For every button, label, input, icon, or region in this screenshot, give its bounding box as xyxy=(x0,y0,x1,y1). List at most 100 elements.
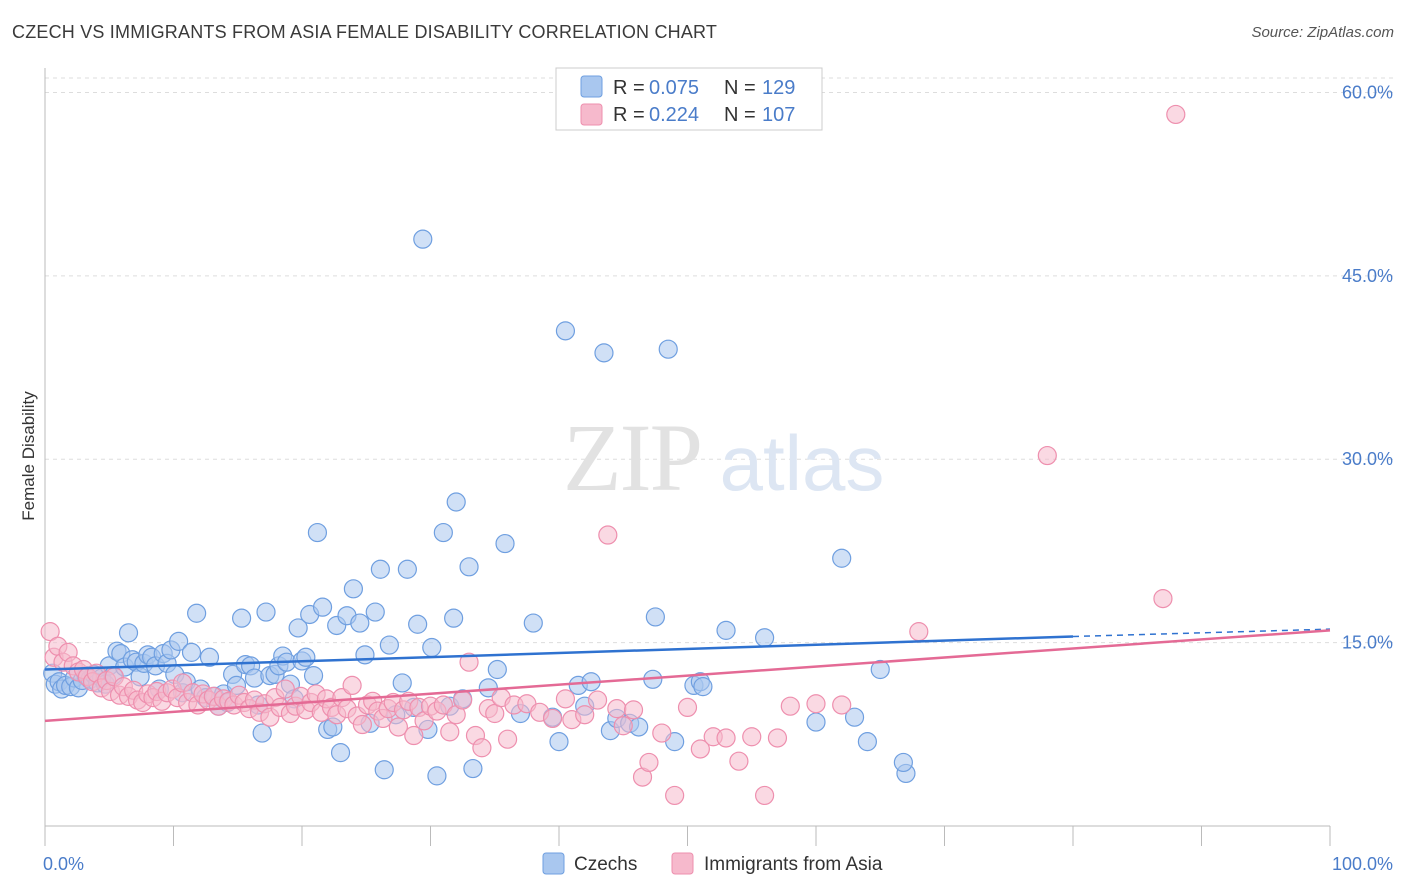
point-asia xyxy=(742,727,762,747)
point-czechs xyxy=(549,732,569,752)
point-asia xyxy=(729,751,749,771)
point-czechs xyxy=(312,597,333,617)
point-czechs xyxy=(422,637,442,658)
point-czechs xyxy=(446,492,466,512)
point-czechs xyxy=(350,613,370,633)
point-czechs xyxy=(594,343,614,363)
x-tick-label-min: 0.0% xyxy=(43,854,84,874)
legend-r-label-czechs: R = xyxy=(613,77,645,99)
point-czechs xyxy=(870,659,890,680)
point-czechs xyxy=(523,613,543,633)
point-czechs xyxy=(754,628,775,648)
point-czechs xyxy=(252,723,272,743)
point-asia xyxy=(498,729,518,749)
chart-title: CZECH VS IMMIGRANTS FROM ASIA FEMALE DIS… xyxy=(12,22,718,42)
point-czechs xyxy=(169,631,189,651)
legend-r-value-czechs: 0.075 xyxy=(649,77,699,99)
bottom-legend-czechs: Czechs xyxy=(574,854,637,875)
point-asia xyxy=(909,622,929,642)
legend-n-label-czechs: N = xyxy=(724,77,756,99)
point-czechs xyxy=(427,766,447,786)
point-asia xyxy=(472,738,492,758)
point-czechs xyxy=(187,603,207,623)
y-axis-label: Female Disability xyxy=(19,391,38,521)
y-tick-label: 45.0% xyxy=(1342,266,1393,286)
correlation-legend: R = 0.075 N = 129 R = 0.224 N = 107 xyxy=(555,67,823,131)
legend-swatch-asia xyxy=(580,103,603,126)
point-czechs xyxy=(857,732,878,752)
point-asia xyxy=(639,752,659,773)
point-czechs xyxy=(307,522,328,543)
point-asia xyxy=(623,700,644,720)
point-asia xyxy=(652,723,672,743)
point-asia xyxy=(754,785,775,806)
point-czechs xyxy=(555,321,576,341)
point-asia xyxy=(587,690,608,710)
watermark-atlas: atlas xyxy=(720,419,885,507)
point-asia xyxy=(440,722,460,742)
point-asia xyxy=(665,785,685,806)
trend-line-czechs-extension xyxy=(1072,628,1331,638)
point-asia xyxy=(1037,445,1057,466)
point-czechs xyxy=(433,522,453,543)
point-asia xyxy=(275,679,295,699)
point-czechs xyxy=(118,623,139,643)
point-czechs xyxy=(397,559,417,579)
y-tick-label: 15.0% xyxy=(1342,633,1393,653)
watermark: ZIP atlas xyxy=(563,404,884,511)
point-czechs xyxy=(181,642,202,662)
bottom-legend-swatch-asia xyxy=(671,852,694,875)
bottom-legend-asia: Immigrants from Asia xyxy=(704,854,883,875)
x-tick-label-max: 100.0% xyxy=(1332,854,1393,874)
source-note: Source: ZipAtlas.com xyxy=(1251,24,1394,41)
point-czechs xyxy=(408,614,428,634)
legend-n-value-asia: 107 xyxy=(762,104,795,126)
point-czechs xyxy=(232,608,252,628)
point-asia xyxy=(598,525,618,545)
point-asia xyxy=(342,675,362,696)
point-czechs xyxy=(330,743,351,763)
legend-n-label-asia: N = xyxy=(724,104,756,126)
point-czechs xyxy=(288,618,308,638)
point-asia xyxy=(677,697,698,718)
point-czechs xyxy=(199,647,220,667)
watermark-zip: ZIP xyxy=(563,404,701,511)
point-czechs xyxy=(693,677,713,697)
y-tick-label: 60.0% xyxy=(1342,82,1393,102)
point-asia xyxy=(555,689,576,709)
point-asia xyxy=(433,695,453,715)
y-tick-label: 30.0% xyxy=(1342,449,1393,469)
point-asia xyxy=(542,708,563,729)
point-asia xyxy=(806,694,826,714)
point-asia xyxy=(388,717,408,737)
trend-line-czechs xyxy=(44,635,1074,671)
series-legend: Czechs Immigrants from Asia xyxy=(542,852,883,875)
point-czechs xyxy=(379,635,399,655)
point-czechs xyxy=(444,608,464,628)
point-asia xyxy=(780,696,800,716)
axes xyxy=(44,68,1331,846)
point-czechs xyxy=(832,548,852,568)
point-czechs xyxy=(495,533,515,554)
legend-r-label-asia: R = xyxy=(613,104,645,126)
point-czechs xyxy=(355,645,375,665)
point-czechs xyxy=(256,602,276,622)
point-czechs xyxy=(370,559,390,579)
point-asia xyxy=(459,652,479,672)
point-asia xyxy=(1153,588,1173,609)
tick-labels: 15.0% 30.0% 45.0% 60.0% 0.0% 100.0% xyxy=(43,82,1393,874)
point-asia xyxy=(575,705,595,725)
trend-lines xyxy=(44,628,1331,723)
point-czechs xyxy=(487,659,507,680)
bottom-legend-swatch-czechs xyxy=(542,852,565,875)
point-czechs xyxy=(463,758,483,779)
point-czechs xyxy=(645,607,665,627)
point-czechs xyxy=(658,339,678,359)
point-czechs xyxy=(806,712,826,732)
point-asia xyxy=(832,695,852,715)
point-asia xyxy=(767,728,788,748)
point-asia xyxy=(352,714,372,735)
point-czechs xyxy=(893,752,913,773)
point-czechs xyxy=(716,620,736,640)
point-asia xyxy=(690,739,710,759)
